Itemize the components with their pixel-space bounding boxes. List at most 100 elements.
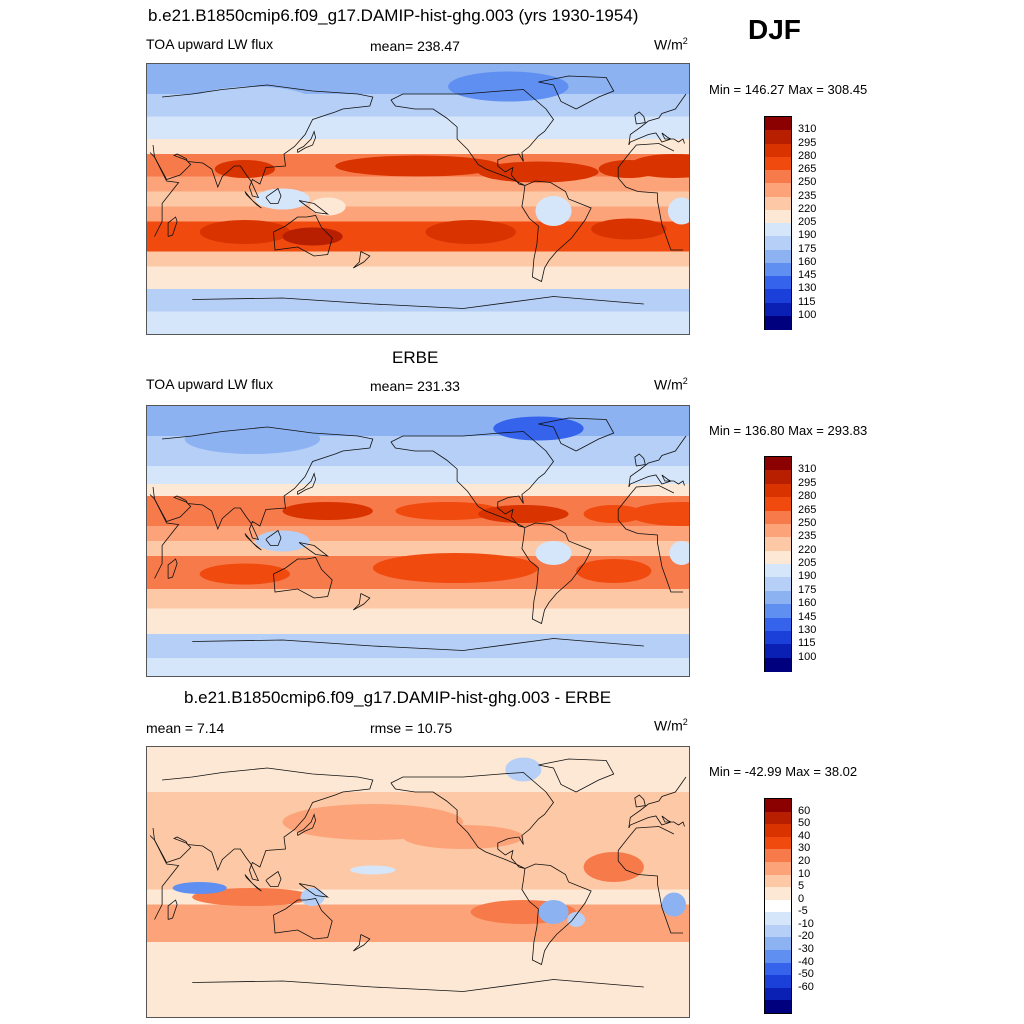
field-band bbox=[147, 311, 689, 334]
map-svg bbox=[147, 747, 689, 1017]
coastline bbox=[152, 767, 374, 882]
colorbar-tick-label: 175 bbox=[798, 583, 817, 596]
colorbar-block bbox=[765, 657, 791, 672]
colorbar-tick-label: 250 bbox=[798, 176, 817, 189]
panel-2-variable-label: TOA upward LW flux bbox=[146, 376, 274, 392]
field-contour-region bbox=[282, 227, 343, 246]
field-band bbox=[147, 526, 689, 541]
coastline bbox=[152, 426, 374, 541]
field-contour-region bbox=[184, 424, 321, 454]
colorbar-block bbox=[765, 874, 791, 888]
panel-1-colorbar bbox=[764, 116, 792, 330]
coastline bbox=[521, 863, 592, 966]
colorbar-tick-label: 115 bbox=[798, 637, 816, 650]
colorbar-block bbox=[765, 236, 791, 250]
coastline bbox=[298, 542, 330, 557]
field-band bbox=[147, 658, 689, 676]
colorbar-block bbox=[765, 537, 791, 552]
field-contour-region bbox=[535, 541, 572, 565]
coastline bbox=[167, 899, 178, 920]
colorbar-block bbox=[765, 950, 791, 964]
colorbar-block bbox=[765, 987, 791, 1001]
colorbar-tick-label: 205 bbox=[798, 557, 817, 569]
field-contour-region bbox=[350, 865, 396, 875]
map-svg bbox=[147, 406, 689, 676]
colorbar-block bbox=[765, 577, 791, 592]
colorbar-tick-label: 235 bbox=[798, 189, 817, 202]
panel-2-mean-label: mean= 231.33 bbox=[370, 378, 460, 394]
panel-3-mean-label: mean = 7.14 bbox=[146, 720, 225, 736]
field-band bbox=[147, 191, 689, 207]
coastline bbox=[538, 417, 615, 452]
colorbar-block bbox=[765, 550, 791, 565]
colorbar-block bbox=[765, 510, 791, 525]
field-band bbox=[147, 634, 689, 658]
colorbar-tick-label: 0 bbox=[798, 892, 805, 905]
field-contour-region bbox=[402, 825, 524, 849]
field-contour-region bbox=[300, 888, 325, 906]
colorbar-tick-label: 265 bbox=[798, 163, 817, 175]
colorbar-block bbox=[765, 924, 791, 938]
colorbar-block bbox=[765, 962, 791, 976]
field-band bbox=[147, 484, 689, 496]
colorbar-block bbox=[765, 315, 791, 330]
colorbar-tick-label: 190 bbox=[798, 229, 817, 242]
colorbar-block bbox=[765, 223, 791, 237]
colorbar-block bbox=[765, 170, 791, 184]
colorbar-block bbox=[765, 276, 791, 290]
colorbar-block bbox=[765, 604, 791, 618]
colorbar-tick-label: 100 bbox=[798, 650, 817, 663]
coastline bbox=[192, 639, 373, 647]
field-band bbox=[147, 541, 689, 556]
colorbar-tick-label: 220 bbox=[798, 202, 817, 215]
field-band bbox=[147, 904, 689, 942]
panel-3-map bbox=[146, 746, 690, 1018]
field-contour-region bbox=[478, 161, 599, 183]
field-band bbox=[147, 608, 689, 634]
field-contour-region bbox=[505, 757, 542, 782]
coastline bbox=[617, 826, 675, 851]
colorbar-block bbox=[765, 302, 791, 317]
field-band bbox=[147, 116, 689, 139]
panel-2-units: W/m2 bbox=[654, 376, 688, 393]
panel-2-map bbox=[146, 405, 690, 677]
colorbar-tick-label: 310 bbox=[798, 463, 817, 476]
coastline bbox=[628, 132, 685, 146]
field-contour-region bbox=[583, 505, 644, 523]
colorbar-block bbox=[765, 617, 791, 632]
field-band bbox=[147, 466, 689, 484]
coastline bbox=[628, 776, 687, 829]
field-band bbox=[147, 589, 689, 609]
colorbar-tick-label: -50 bbox=[798, 968, 814, 981]
coastline bbox=[265, 187, 282, 204]
panel-2-colorbar bbox=[764, 456, 792, 672]
colorbar-block bbox=[765, 824, 791, 838]
coastline bbox=[265, 870, 282, 887]
field-contour-region bbox=[661, 892, 686, 917]
field-band bbox=[147, 139, 689, 154]
colorbar-block bbox=[765, 483, 791, 498]
colorbar-block bbox=[765, 523, 791, 538]
colorbar-tick-label: 280 bbox=[798, 149, 817, 162]
coastline bbox=[152, 84, 374, 199]
colorbar-block bbox=[765, 644, 791, 659]
colorbar-tick-label: 160 bbox=[798, 597, 817, 610]
coastline bbox=[628, 815, 685, 829]
coastline bbox=[538, 758, 615, 793]
field-contour-region bbox=[199, 220, 291, 244]
colorbar-block bbox=[765, 811, 791, 825]
panel-3-rmse-label: rmse = 10.75 bbox=[370, 720, 453, 736]
colorbar-block bbox=[765, 249, 791, 264]
colorbar-tick-label: 265 bbox=[798, 503, 817, 516]
field-contour-region bbox=[667, 197, 689, 225]
coastline bbox=[390, 431, 554, 528]
field-contour-region bbox=[372, 553, 539, 583]
colorbar-block bbox=[765, 130, 791, 144]
colorbar-block bbox=[765, 630, 791, 645]
colorbar-block bbox=[765, 289, 791, 303]
field-contour-region bbox=[591, 218, 667, 240]
panel-1-map bbox=[146, 63, 690, 335]
panel-2-minmax: Min = 136.80 Max = 293.83 bbox=[709, 423, 868, 438]
colorbar-block bbox=[765, 262, 791, 277]
colorbar-block bbox=[765, 156, 791, 171]
